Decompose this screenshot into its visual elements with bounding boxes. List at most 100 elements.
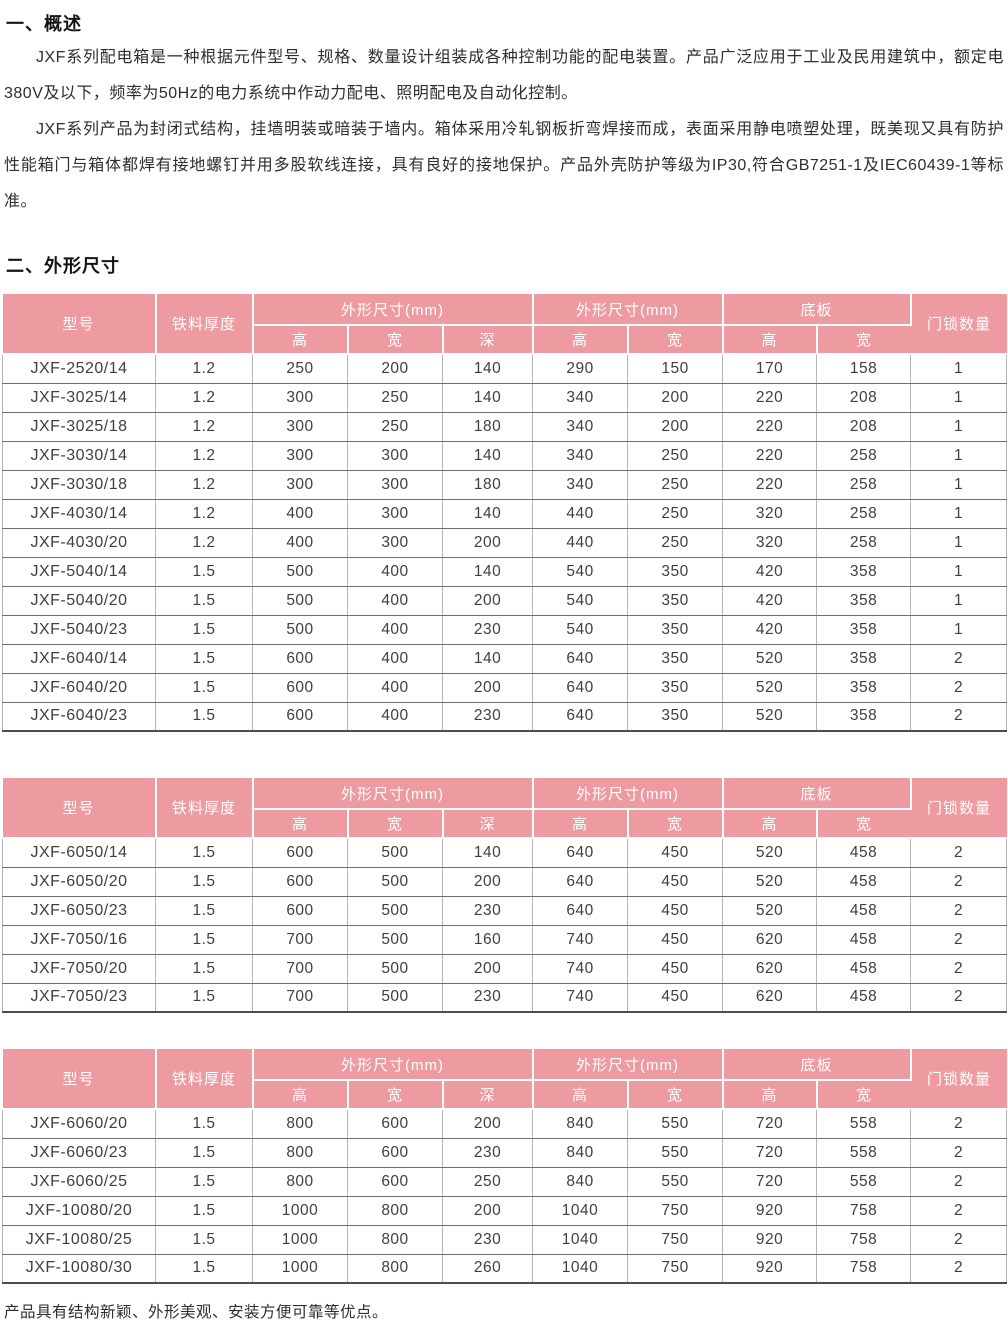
cell-outer-h: 250 [252, 353, 348, 384]
cell-outer2-w: 350 [627, 701, 724, 732]
cell-thickness: 1.5 [155, 556, 253, 587]
cell-base-w: 258 [816, 527, 912, 558]
table-row: JXF-7050/23 1.5 700 500 230 740 450 620 458 2 [2, 982, 1008, 1013]
group-header-base-plate: 底板 [722, 1049, 912, 1081]
cell-thickness: 1.5 [155, 924, 253, 955]
cell-outer-h: 300 [252, 382, 348, 413]
cell-locks: 2 [910, 895, 1008, 926]
cell-thickness: 1.5 [155, 837, 253, 868]
cell-outer2-h: 340 [532, 469, 629, 500]
cell-locks: 2 [910, 837, 1008, 868]
cell-outer2-h: 840 [532, 1166, 629, 1197]
table-row: JXF-6040/14 1.5 600 400 140 640 350 520 358 2 [2, 643, 1008, 674]
cell-outer-w: 400 [347, 643, 443, 674]
cell-outer-d: 140 [441, 556, 534, 587]
cell-model: JXF-6040/14 [2, 643, 156, 674]
cell-outer2-w: 250 [627, 440, 724, 471]
cell-outer-h: 500 [252, 614, 348, 645]
cell-locks: 2 [910, 924, 1008, 955]
cell-outer2-w: 350 [627, 672, 724, 703]
table-row: JXF-6050/20 1.5 600 500 200 640 450 520 458 2 [2, 866, 1008, 897]
table-body: JXF-6050/14 1.5 600 500 140 640 450 520 458 2 JXF-… [2, 837, 1008, 1013]
cell-model: JXF-6050/20 [2, 866, 156, 897]
cell-outer-h: 400 [252, 498, 348, 529]
cell-model: JXF-7050/20 [2, 953, 156, 984]
cell-outer-w: 500 [347, 982, 443, 1013]
cell-outer2-w: 550 [627, 1166, 724, 1197]
cell-model: JXF-4030/20 [2, 527, 156, 558]
col-header-door-locks: 门锁数量 [910, 1049, 1007, 1110]
cell-model: JXF-6050/23 [2, 895, 156, 926]
cell-base-w: 758 [816, 1224, 912, 1255]
table-row: JXF-4030/20 1.2 400 300 200 440 250 320 258 1 [2, 527, 1008, 558]
cell-thickness: 1.5 [155, 585, 253, 616]
cell-outer2-h: 740 [532, 982, 629, 1013]
cell-model: JXF-3030/18 [2, 469, 156, 500]
cell-thickness: 1.2 [155, 411, 253, 442]
sub-header-base-w: 宽 [816, 1080, 911, 1110]
sub-header-outer2-h: 高 [532, 325, 629, 355]
cell-outer-w: 300 [347, 440, 443, 471]
table-row: JXF-6060/20 1.5 800 600 200 840 550 720 558 2 [2, 1108, 1008, 1139]
sub-header-base-w: 宽 [816, 325, 911, 355]
cell-outer-d: 200 [441, 953, 534, 984]
cell-outer-h: 600 [252, 837, 348, 868]
table-row: JXF-10080/20 1.5 1000 800 200 1040 750 920 758 2 [2, 1195, 1008, 1226]
cell-outer2-h: 840 [532, 1137, 629, 1168]
cell-locks: 1 [910, 498, 1008, 529]
cell-outer-d: 230 [441, 1137, 534, 1168]
cell-outer2-h: 640 [532, 866, 629, 897]
cell-locks: 1 [910, 585, 1008, 616]
cell-outer-w: 500 [347, 924, 443, 955]
cell-base-h: 520 [722, 866, 818, 897]
cell-outer2-w: 150 [627, 353, 724, 384]
cell-locks: 2 [910, 1108, 1008, 1139]
cell-outer2-w: 550 [627, 1137, 724, 1168]
cell-base-w: 458 [816, 953, 912, 984]
cell-outer2-w: 200 [627, 382, 724, 413]
cell-model: JXF-4030/14 [2, 498, 156, 529]
cell-outer-d: 140 [441, 837, 534, 868]
cell-outer2-h: 640 [532, 837, 629, 868]
cell-model: JXF-5040/14 [2, 556, 156, 587]
cell-model: JXF-6050/14 [2, 837, 156, 868]
cell-base-w: 358 [816, 643, 912, 674]
cell-base-h: 420 [722, 585, 818, 616]
cell-model: JXF-7050/16 [2, 924, 156, 955]
cell-outer-w: 600 [347, 1137, 443, 1168]
cell-outer-d: 140 [441, 353, 534, 384]
cell-outer-w: 500 [347, 953, 443, 984]
table-header: 型号 铁料厚度 外形尺寸(mm) 外形尺寸(mm) 底板 门锁数量高宽深高宽高宽 [2, 1049, 1007, 1110]
cell-model: JXF-5040/20 [2, 585, 156, 616]
cell-locks: 2 [910, 1166, 1008, 1197]
cell-base-w: 458 [816, 895, 912, 926]
sub-header-outer2-h: 高 [532, 809, 629, 839]
cell-outer-w: 400 [347, 672, 443, 703]
cell-outer2-w: 350 [627, 585, 724, 616]
sub-header-outer2-w: 宽 [627, 1080, 724, 1110]
cell-locks: 2 [910, 643, 1008, 674]
cell-base-h: 720 [722, 1137, 818, 1168]
cell-outer2-h: 440 [532, 498, 629, 529]
cell-outer-w: 600 [347, 1166, 443, 1197]
group-header-base-plate: 底板 [722, 778, 912, 810]
cell-locks: 1 [910, 614, 1008, 645]
cell-outer-d: 200 [441, 1195, 534, 1226]
cell-base-h: 920 [722, 1224, 818, 1255]
cell-base-h: 920 [722, 1195, 818, 1226]
cell-base-h: 520 [722, 701, 818, 732]
group-header-base-plate: 底板 [722, 294, 912, 326]
group-header-outer-dims-2: 外形尺寸(mm) [532, 294, 724, 326]
cell-thickness: 1.5 [155, 643, 253, 674]
cell-outer-w: 400 [347, 585, 443, 616]
cell-base-h: 520 [722, 837, 818, 868]
cell-outer-w: 800 [347, 1253, 443, 1284]
col-header-model: 型号 [2, 1049, 157, 1110]
table-row: JXF-7050/16 1.5 700 500 160 740 450 620 458 2 [2, 924, 1008, 955]
cell-outer-d: 230 [441, 701, 534, 732]
cell-outer-h: 800 [252, 1166, 348, 1197]
cell-base-w: 258 [816, 498, 912, 529]
cell-base-w: 458 [816, 924, 912, 955]
cell-base-w: 358 [816, 556, 912, 587]
cell-outer-h: 300 [252, 469, 348, 500]
